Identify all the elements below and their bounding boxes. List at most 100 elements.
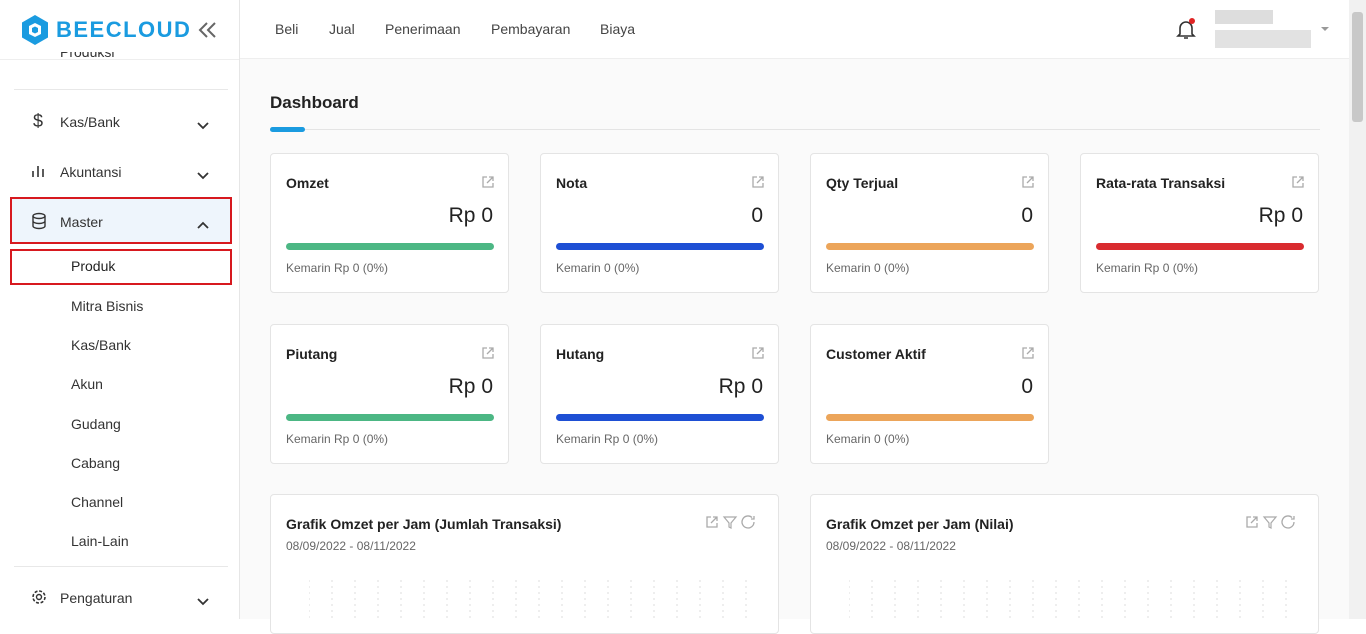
chart-grid	[848, 580, 1309, 620]
card-bar	[826, 414, 1034, 421]
chevron	[197, 593, 209, 606]
card-bar	[556, 243, 764, 250]
chevron	[197, 167, 209, 180]
open-link[interactable]	[1291, 175, 1305, 194]
submenu-item[interactable]: Kas/Bank	[71, 337, 131, 353]
chart-range: 08/09/2022 - 08/11/2022	[286, 539, 416, 553]
collapse-button[interactable]	[197, 20, 219, 40]
divider	[305, 129, 1320, 130]
brand: BEECLOUD	[56, 17, 192, 42]
stat-card: Qty Terjual 0 Kemarin 0 (0%)	[810, 153, 1049, 293]
card-title: Omzet	[286, 175, 329, 191]
chart-range: 08/09/2022 - 08/11/2022	[826, 539, 956, 553]
card-bar	[286, 414, 494, 421]
highlight-box	[10, 197, 232, 244]
chevron	[197, 117, 209, 130]
card-value: 0	[1021, 204, 1033, 227]
nav-link[interactable]: Biaya	[600, 21, 636, 37]
submenu-item[interactable]: Channel	[71, 494, 124, 510]
chart-card: Grafik Omzet per Jam (Jumlah Transaksi) 0…	[270, 494, 779, 634]
nav-link[interactable]: Penerimaan	[385, 21, 461, 37]
card-title: Customer Aktif	[826, 346, 926, 362]
submenu-item[interactable]: Mitra Bisnis	[71, 298, 144, 314]
user-caret[interactable]	[1320, 25, 1330, 33]
open-link[interactable]	[1021, 175, 1035, 194]
card-value: 0	[1021, 375, 1033, 398]
divider	[0, 59, 239, 60]
menu-item[interactable]: Kas/Bank	[60, 114, 120, 130]
card-value: Rp 0	[718, 375, 763, 398]
user-blur	[1215, 30, 1311, 48]
card-bar	[826, 243, 1034, 250]
open-link[interactable]	[481, 346, 495, 365]
submenu-item[interactable]: Lain-Lain	[71, 533, 129, 549]
highlight-box	[10, 249, 232, 285]
nav-link[interactable]: Pembayaran	[491, 21, 571, 37]
menu-icon	[29, 587, 49, 607]
svg-text:$: $	[33, 111, 43, 131]
card-note: Kemarin 0 (0%)	[826, 261, 910, 275]
chart-card: Grafik Omzet per Jam (Nilai) 08/09/2022 -…	[810, 494, 1319, 634]
card-note: Kemarin Rp 0 (0%)	[1096, 261, 1199, 275]
menu-icon	[29, 211, 49, 231]
card-note: Kemarin Rp 0 (0%)	[556, 432, 659, 446]
card-value: 0	[751, 204, 763, 227]
open-link[interactable]	[751, 346, 765, 365]
nav-link[interactable]: Beli	[275, 21, 299, 37]
active-bg	[10, 197, 232, 244]
chart-title: Grafik Omzet per Jam (Nilai)	[826, 516, 1014, 532]
chart-title: Grafik Omzet per Jam (Jumlah Transaksi)	[286, 516, 562, 532]
card-value: Rp 0	[448, 204, 493, 227]
menu-item[interactable]: Master	[60, 214, 103, 230]
divider	[14, 566, 228, 567]
sidebar: BEECLOUD Produksi $ Kas/Bank Akuntansi Mast…	[0, 0, 240, 619]
menu-item[interactable]: Akuntansi	[60, 164, 122, 180]
stat-card: Hutang Rp 0 Kemarin Rp 0 (0%)	[540, 324, 779, 464]
card-bar	[556, 414, 764, 421]
card-bar	[1096, 243, 1304, 250]
card-title: Rata-rata Transaksi	[1096, 175, 1226, 191]
top-bar: Beli Jual Penerimaan Pembayaran Biaya	[240, 0, 1366, 59]
open-link[interactable]	[751, 175, 765, 194]
stat-card: Piutang Rp 0 Kemarin Rp 0 (0%)	[270, 324, 509, 464]
card-title: Nota	[556, 175, 588, 191]
submenu-item[interactable]: Cabang	[71, 455, 121, 471]
stat-card: Nota 0 Kemarin 0 (0%)	[540, 153, 779, 293]
stat-card: Omzet Rp 0 Kemarin Rp 0 (0%)	[270, 153, 509, 293]
card-bar	[286, 243, 494, 250]
card-note: Kemarin 0 (0%)	[826, 432, 910, 446]
card-value: Rp 0	[448, 375, 493, 398]
stat-card: Customer Aktif 0 Kemarin 0 (0%)	[810, 324, 1049, 464]
scrollbar[interactable]	[1349, 0, 1366, 619]
card-note: Kemarin Rp 0 (0%)	[286, 261, 389, 275]
card-note: Kemarin Rp 0 (0%)	[286, 432, 389, 446]
divider	[14, 89, 228, 90]
open-link[interactable]	[1021, 346, 1035, 365]
page-title: Dashboard	[270, 93, 359, 112]
menu-icon	[29, 161, 49, 181]
card-title: Piutang	[286, 346, 338, 362]
menu-item[interactable]: Produksi	[60, 52, 115, 60]
avatar-blur	[1215, 10, 1273, 24]
open-link[interactable]	[481, 175, 495, 194]
card-title: Qty Terjual	[826, 175, 899, 191]
submenu-item[interactable]: Akun	[71, 376, 103, 392]
content: Dashboard Omzet Rp 0 Kemarin Rp 0 (0%) Nota…	[240, 59, 1349, 634]
menu-item[interactable]: Pengaturan	[60, 590, 133, 606]
submenu-item[interactable]: Gudang	[71, 416, 121, 432]
submenu-item[interactable]: Produk	[71, 258, 116, 274]
card-title: Hutang	[556, 346, 605, 362]
chevron	[197, 216, 209, 229]
nav-link[interactable]: Jual	[329, 21, 355, 37]
card-note: Kemarin 0 (0%)	[556, 261, 640, 275]
chart-tools[interactable]	[1245, 515, 1307, 531]
chart-grid	[308, 580, 769, 620]
stat-card: Rata-rata Transaksi Rp 0 Kemarin Rp 0 (0%)	[1080, 153, 1319, 293]
menu-icon: $	[29, 111, 49, 131]
logo-icon	[22, 15, 48, 45]
chart-tools[interactable]	[705, 515, 767, 531]
card-value: Rp 0	[1258, 204, 1303, 227]
notification-icon[interactable]	[1174, 17, 1198, 41]
title-underline	[270, 127, 305, 132]
